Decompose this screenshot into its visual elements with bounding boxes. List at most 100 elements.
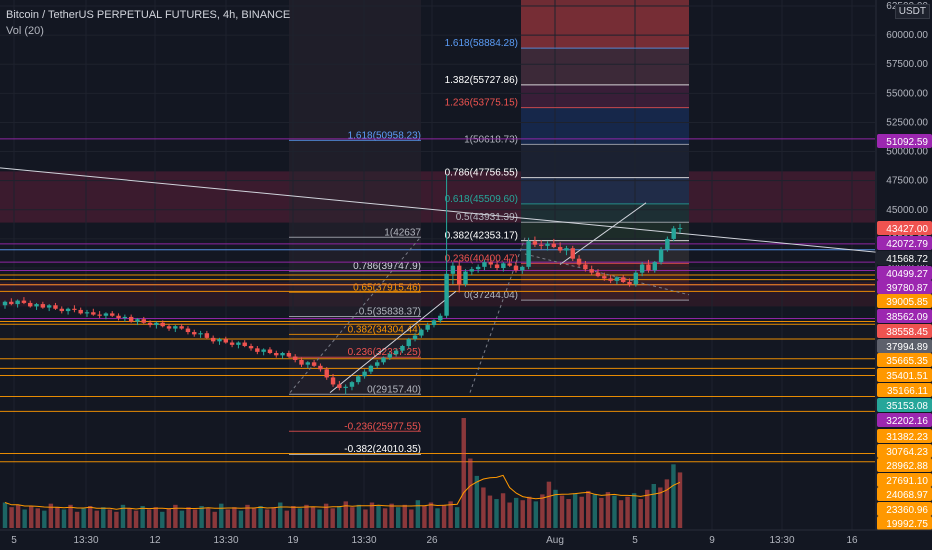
volume-bar <box>572 493 578 528</box>
candle-body <box>595 272 601 277</box>
price-label-text: 31382.23 <box>886 432 928 443</box>
price-label-text: 42072.79 <box>886 239 928 250</box>
currency-badge[interactable]: USDT <box>894 4 930 19</box>
fib-level-label: 0.236(32337.25) <box>348 347 421 358</box>
volume-bar <box>605 492 611 528</box>
price-label-tag <box>877 458 932 472</box>
fib-level-label: 0.382(42353.17) <box>445 231 518 242</box>
candle-body <box>330 377 336 385</box>
volume-bar <box>586 490 591 528</box>
demand-zone <box>0 281 875 307</box>
time-tick-label: 19 <box>287 535 299 546</box>
candle-body <box>229 342 235 345</box>
price-label-text: 35166.11 <box>887 386 928 397</box>
price-label-text: 43427.00 <box>886 224 928 235</box>
candle-body <box>324 369 329 378</box>
candle-body <box>84 312 90 314</box>
volume-bar <box>199 506 204 528</box>
fib-level-label: -0.236(25977.55) <box>344 421 421 432</box>
fib-projection-zone <box>521 263 689 301</box>
volume-bar <box>55 507 60 528</box>
candle-body <box>608 278 613 281</box>
volume-bar <box>238 510 244 528</box>
volume-bar <box>61 509 67 528</box>
volume-bar <box>35 508 40 528</box>
volume-bar <box>664 479 670 528</box>
volume-bar <box>461 418 466 528</box>
candle-body <box>349 382 355 387</box>
volume-bar <box>494 499 499 528</box>
price-label-tag <box>877 473 932 487</box>
volume-bar <box>317 509 322 528</box>
fib-trend-dashed <box>289 237 421 393</box>
volume-bar <box>566 499 571 528</box>
fib-level-label: 0.786(47756.55) <box>445 168 518 179</box>
candle-body <box>507 263 512 266</box>
ascending-trend-line <box>329 290 457 393</box>
price-label-text: 51092.59 <box>886 137 928 148</box>
price-label-tag <box>877 221 932 235</box>
fib-trend-dashed <box>524 253 690 296</box>
fib-projection-zone <box>521 84 689 108</box>
candle-body <box>589 269 594 273</box>
volume-bar <box>153 507 158 528</box>
candle-body <box>65 308 71 312</box>
candle-body <box>21 300 27 303</box>
candle-body <box>425 325 430 330</box>
volume-bar <box>219 503 224 528</box>
volume-bar <box>81 508 86 528</box>
volume-bar <box>468 458 473 528</box>
time-tick-label: 5 <box>632 535 638 546</box>
candle-body <box>564 248 569 251</box>
volume-bar <box>212 511 217 528</box>
fib-level-label: 0.5(43931.39) <box>456 212 518 223</box>
price-label-text: 35153.08 <box>886 401 928 412</box>
candle-body <box>545 243 550 246</box>
volume-bar <box>271 507 276 528</box>
price-label-text: 30764.23 <box>886 447 928 458</box>
candle-body <box>141 319 146 323</box>
candle-body <box>356 376 361 383</box>
price-label-tag <box>877 251 932 265</box>
time-tick-label: 13:30 <box>769 535 794 546</box>
candle-body <box>488 262 493 265</box>
volume-bar <box>645 489 650 528</box>
time-tick-label: 16 <box>846 535 858 546</box>
price-label-tag <box>877 398 932 412</box>
fib-level-label: 0.5(35838.37) <box>359 306 421 317</box>
symbol-title[interactable]: Bitcoin / TetherUS PERPETUAL FUTURES, 4h… <box>6 9 291 21</box>
volume-bar <box>592 494 598 528</box>
fib-level-label: 1.618(50958.23) <box>348 130 421 141</box>
candle-body <box>627 281 632 285</box>
volume-indicator-label[interactable]: Vol (20) <box>6 25 44 37</box>
volume-bar <box>120 504 126 528</box>
fib-level-label: 0.786(39747.9) <box>353 261 421 272</box>
candle-body <box>412 335 418 340</box>
fib-level-label: 1.382(55727.86) <box>445 75 518 86</box>
volume-ma-line <box>4 474 681 510</box>
candle-body <box>160 322 165 327</box>
candle-body <box>639 264 645 273</box>
candle-body <box>53 305 58 309</box>
price-label-tag <box>877 266 932 280</box>
candle-body <box>59 308 64 312</box>
price-label-tag <box>877 368 932 382</box>
candle-body <box>337 384 342 388</box>
fib-level-label: 1.618(58884.28) <box>445 38 518 49</box>
volume-bar <box>29 506 34 528</box>
candle-body <box>532 241 538 245</box>
candle-body <box>652 262 657 271</box>
volume-bar <box>245 504 250 528</box>
price-label-tag <box>877 324 932 338</box>
fib-projection-zone <box>521 240 689 264</box>
candle-body <box>621 277 626 282</box>
price-label-text: 28962.88 <box>886 461 928 472</box>
volume-bar <box>677 472 683 528</box>
volume-bar <box>474 475 480 528</box>
volume-bar <box>448 501 453 528</box>
price-label-text: 27691.10 <box>886 476 928 487</box>
candle-body <box>116 315 121 319</box>
time-tick-label: 13:30 <box>213 535 238 546</box>
price-label-tag <box>877 383 932 397</box>
